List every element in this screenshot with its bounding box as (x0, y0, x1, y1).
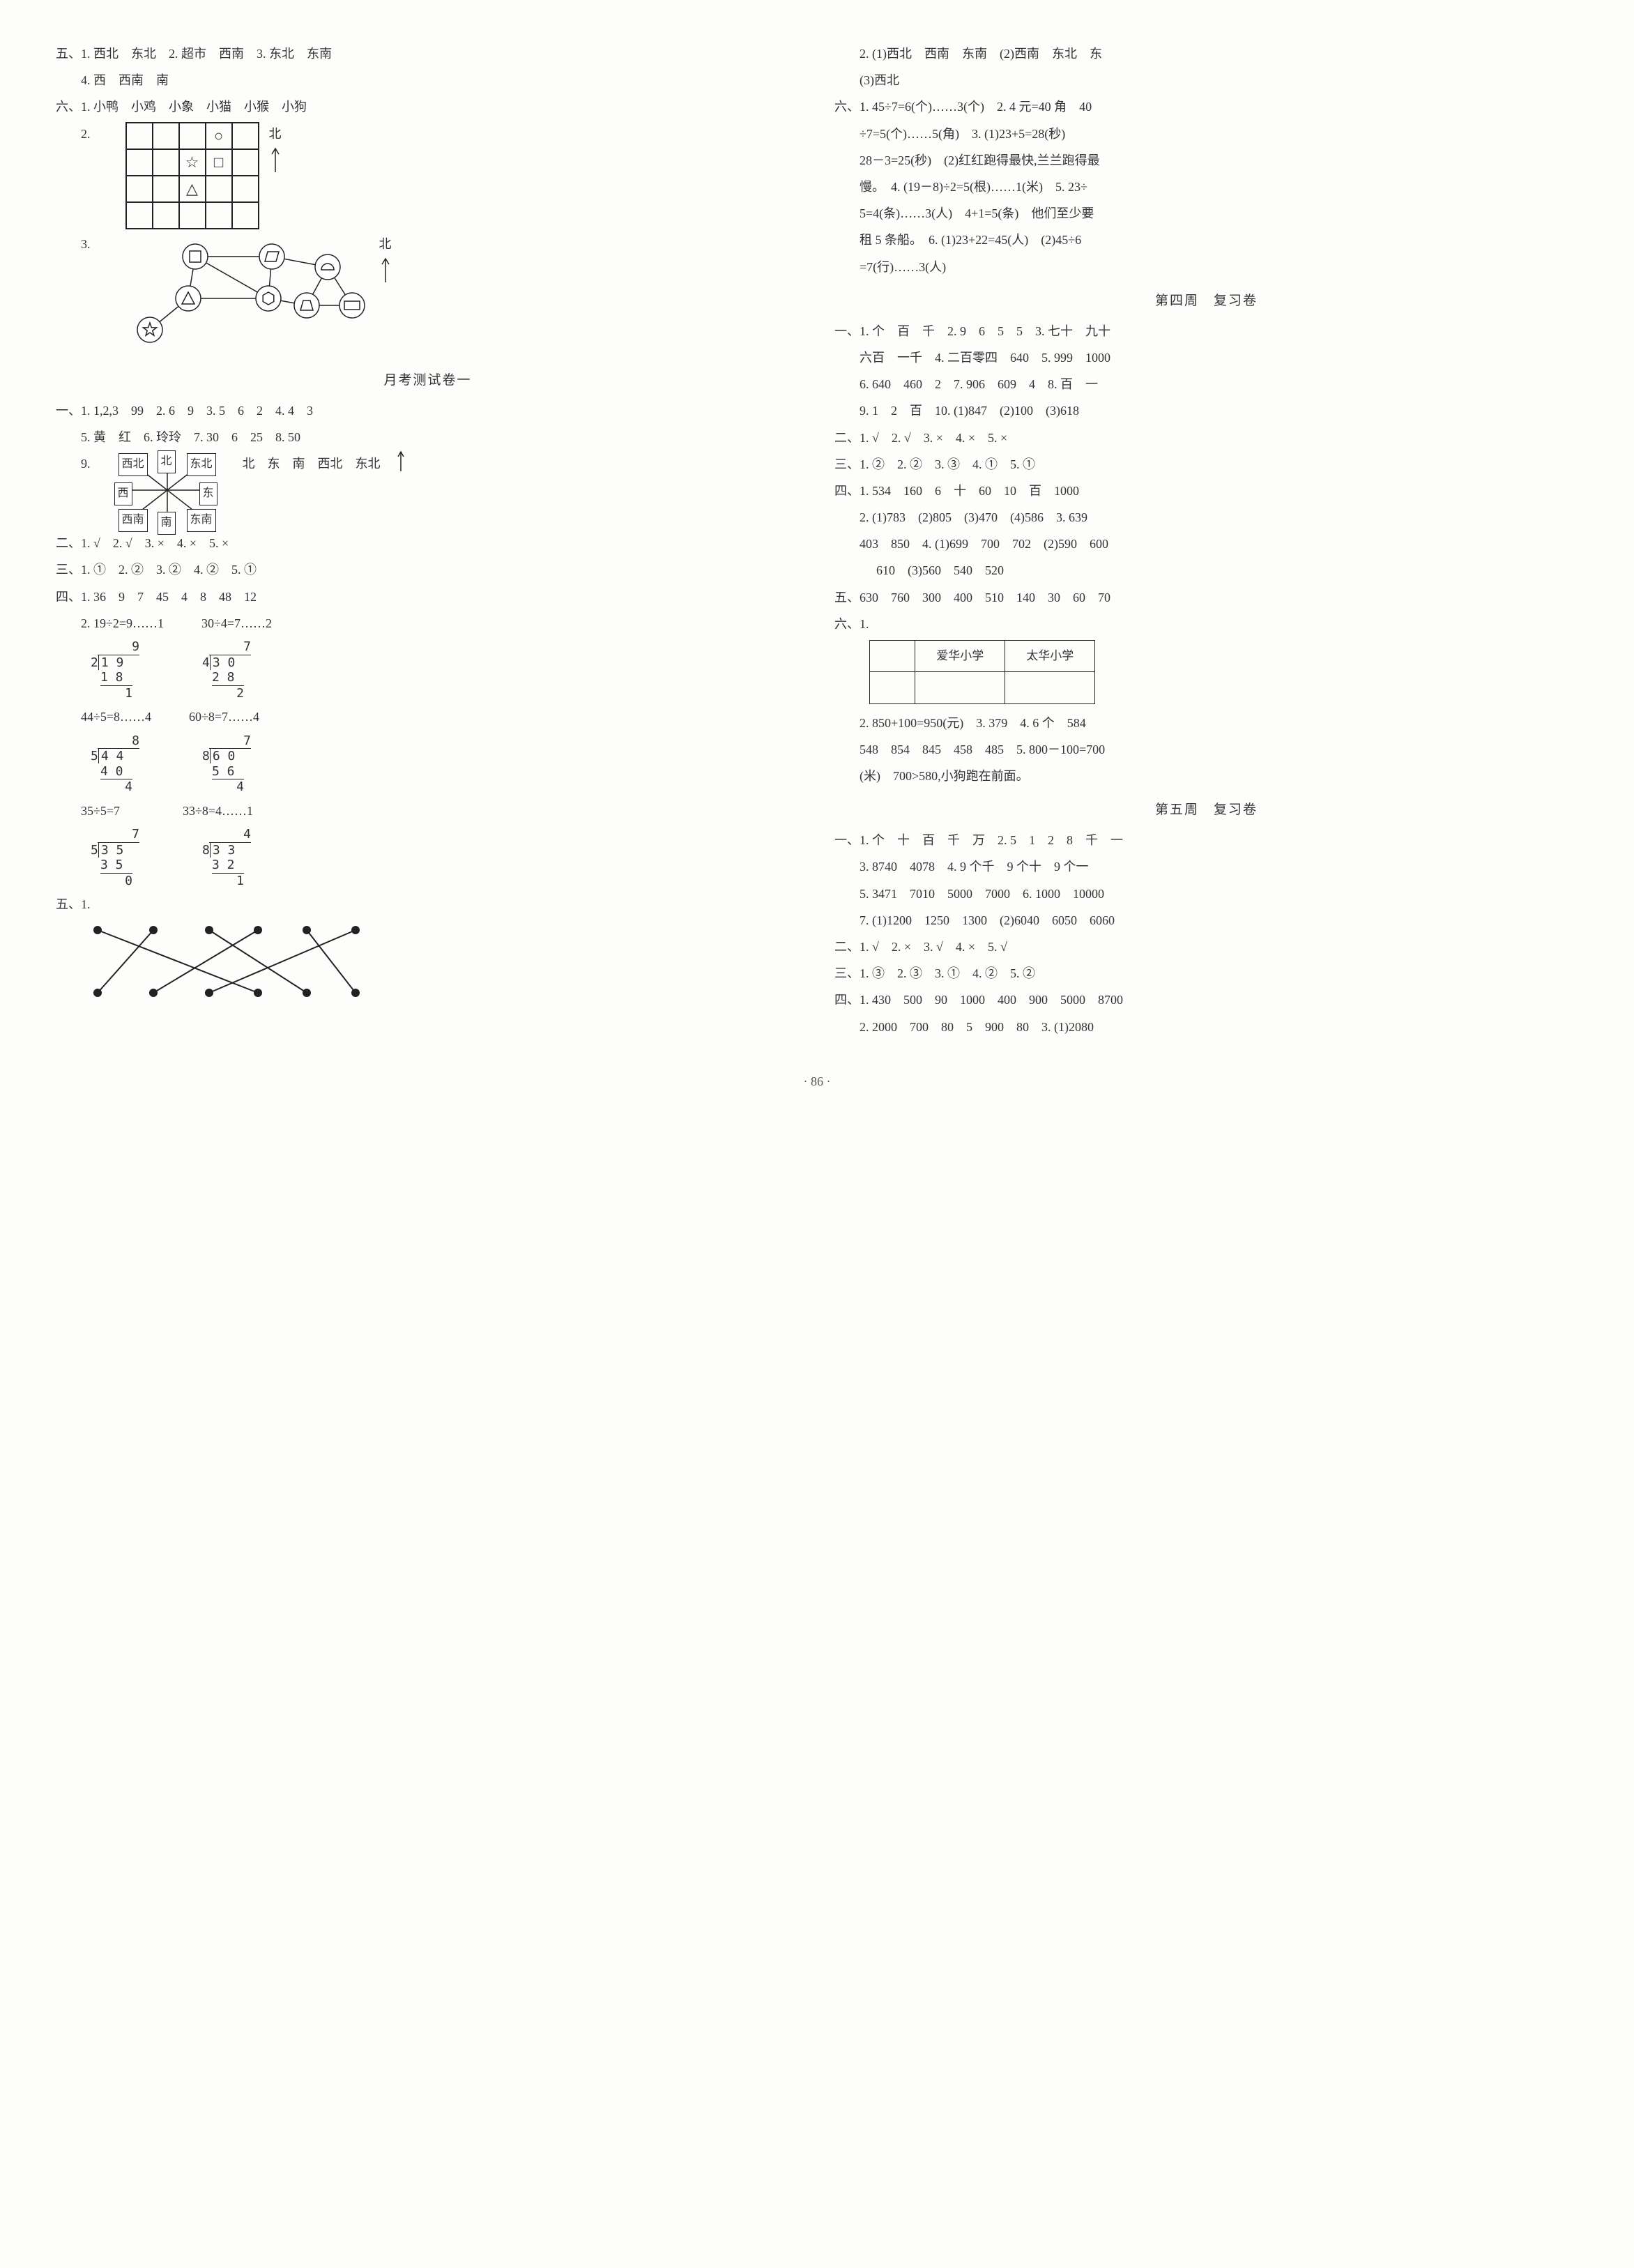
text-line: (米) 700>580,小狗跑在前面。 (834, 764, 1578, 788)
text-line: 二、1. √ 2. × 3. √ 4. × 5. √ (834, 935, 1578, 959)
text-line: 慢。 4. (19－8)÷2=5(根)……1(米) 5. 23÷ (834, 175, 1578, 199)
north-indicator (396, 449, 406, 473)
text-line: 三、1. ② 2. ② 3. ③ 4. ① 5. ① (834, 452, 1578, 476)
text-line: 44÷5=8……4 60÷8=7……4 (56, 705, 800, 729)
text-line: 六、1. 小鸭 小鸡 小象 小猫 小猴 小狗 (56, 95, 800, 119)
text-line: 四、1. 36 9 7 45 4 8 48 12 (56, 585, 800, 609)
section-title: 第四周 复习卷 (834, 289, 1578, 314)
arrow-up-icon (379, 256, 392, 284)
long-division: 743 02 82 (202, 639, 251, 701)
th: 太华小学 (1005, 641, 1095, 672)
text-line: 二、1. √ 2. √ 3. × 4. × 5. × (56, 531, 800, 555)
grid-diagram: ○☆□△ (125, 122, 259, 229)
text-line: 9. 1 2 百 10. (1)847 (2)100 (3)618 (834, 399, 1578, 423)
text-line: 2. 2000 700 80 5 900 80 3. (1)2080 (834, 1015, 1578, 1039)
north-indicator: 北 (269, 122, 282, 174)
fig-6-3: 3. 北 (56, 232, 800, 358)
text-line: 六、1. (834, 612, 1578, 636)
q9: 9. 西北北东北西东西南南东南 北 东 南 西北 东北 (56, 452, 800, 528)
page-number: · 86 · (56, 1070, 1578, 1093)
text-line: 二、1. √ 2. √ 3. × 4. × 5. × (834, 426, 1578, 450)
long-division: 483 33 21 (202, 827, 251, 888)
text-line: 5=4(条)……3(人) 4+1=5(条) 他们至少要 (834, 201, 1578, 225)
long-division: 786 05 64 (202, 733, 251, 795)
school-table: 爱华小学太华小学 (869, 640, 1095, 704)
text-line: 28－3=25(秒) (2)红红跑得最快,兰兰跑得最 (834, 149, 1578, 172)
text-line: 2. 850+100=950(元) 3. 379 4. 6 个 584 (834, 711, 1578, 735)
text-line: 2. (1)783 (2)805 (3)470 (4)586 3. 639 (834, 505, 1578, 529)
longdiv-row: 854 44 04 786 05 64 (91, 733, 800, 795)
compass-right-labels: 北 东 南 西北 东北 (243, 452, 381, 475)
text-line: 四、1. 430 500 90 1000 400 900 5000 8700 (834, 988, 1578, 1012)
text-line: 五、1. 西北 东北 2. 超市 西南 3. 东北 东南 (56, 42, 800, 66)
crossing-diagram (77, 920, 800, 1011)
text-line: 35÷5=7 33÷8=4……1 (56, 799, 800, 823)
text-line: (3)西北 (834, 68, 1578, 92)
text-line: 四、1. 534 160 6 十 60 10 百 1000 (834, 479, 1578, 503)
north-label: 北 (269, 127, 282, 141)
arrow-up-icon (396, 449, 406, 473)
north-label: 北 (379, 237, 392, 251)
label: 2. (56, 122, 91, 146)
long-division: 854 44 04 (91, 733, 139, 795)
text-line: 5. 黄 红 6. 玲玲 7. 30 6 25 8. 50 (56, 425, 800, 449)
text-line: 租 5 条船。 6. (1)23+22=45(人) (2)45÷6 (834, 228, 1578, 252)
text-line: 五、1. (56, 892, 800, 916)
network-diagram (112, 232, 369, 358)
fig-6-2: 2. ○☆□△ 北 (56, 122, 800, 229)
text-line: 三、1. ③ 2. ③ 3. ① 4. ② 5. ② (834, 961, 1578, 985)
compass-diagram: 西北北东北西东西南南东南 (98, 452, 237, 528)
text-line: 2. 19÷2=9……1 30÷4=7……2 (56, 611, 800, 635)
label: 9. (56, 452, 91, 475)
text-line: 403 850 4. (1)699 700 702 (2)590 600 (834, 532, 1578, 556)
text-line: 三、1. ① 2. ② 3. ② 4. ② 5. ① (56, 558, 800, 581)
long-division: 753 53 50 (91, 827, 139, 888)
text-line: 4. 西 西南 南 (56, 68, 800, 92)
section-title: 月考测试卷一 (56, 368, 800, 393)
text-line: 六、1. 45÷7=6(个)……3(个) 2. 4 元=40 角 40 (834, 95, 1578, 119)
text-line: 一、1. 1,2,3 99 2. 6 9 3. 5 6 2 4. 4 3 (56, 399, 800, 423)
left-column: 五、1. 西北 东北 2. 超市 西南 3. 东北 东南 4. 西 西南 南 六… (56, 42, 800, 1042)
text-line: 610 (3)560 540 520 (834, 558, 1578, 582)
text-line: 5. 3471 7010 5000 7000 6. 1000 10000 (834, 882, 1578, 906)
text-line: 一、1. 个 十 百 千 万 2. 5 1 2 8 千 一 (834, 828, 1578, 852)
text-line: 7. (1)1200 1250 1300 (2)6040 6050 6060 (834, 908, 1578, 932)
longdiv-row: 753 53 50 483 33 21 (91, 827, 800, 888)
text-line: 六百 一千 4. 二百零四 640 5. 999 1000 (834, 346, 1578, 370)
text-line: 6. 640 460 2 7. 906 609 4 8. 百 一 (834, 372, 1578, 396)
text-line: ÷7=5(个)……5(角) 3. (1)23+5=28(秒) (834, 122, 1578, 146)
page: 五、1. 西北 东北 2. 超市 西南 3. 东北 东南 4. 西 西南 南 六… (56, 42, 1578, 1042)
long-division: 921 91 81 (91, 639, 139, 701)
text-line: 2. (1)西北 西南 东南 (2)西南 东北 东 (834, 42, 1578, 66)
th: 爱华小学 (915, 641, 1005, 672)
right-column: 2. (1)西北 西南 东南 (2)西南 东北 东 (3)西北 六、1. 45÷… (834, 42, 1578, 1042)
text-line: 一、1. 个 百 千 2. 9 6 5 5 3. 七十 九十 (834, 319, 1578, 343)
text-line: 548 854 845 458 485 5. 800－100=700 (834, 738, 1578, 761)
section-title: 第五周 复习卷 (834, 798, 1578, 823)
north-indicator: 北 (379, 232, 392, 284)
label: 3. (56, 232, 91, 256)
longdiv-row: 921 91 81 743 02 82 (91, 639, 800, 701)
text-line: =7(行)……3(人) (834, 255, 1578, 279)
arrow-up-icon (269, 146, 282, 174)
text-line: 3. 8740 4078 4. 9 个千 9 个十 9 个一 (834, 855, 1578, 878)
text-line: 五、630 760 300 400 510 140 30 60 70 (834, 586, 1578, 609)
